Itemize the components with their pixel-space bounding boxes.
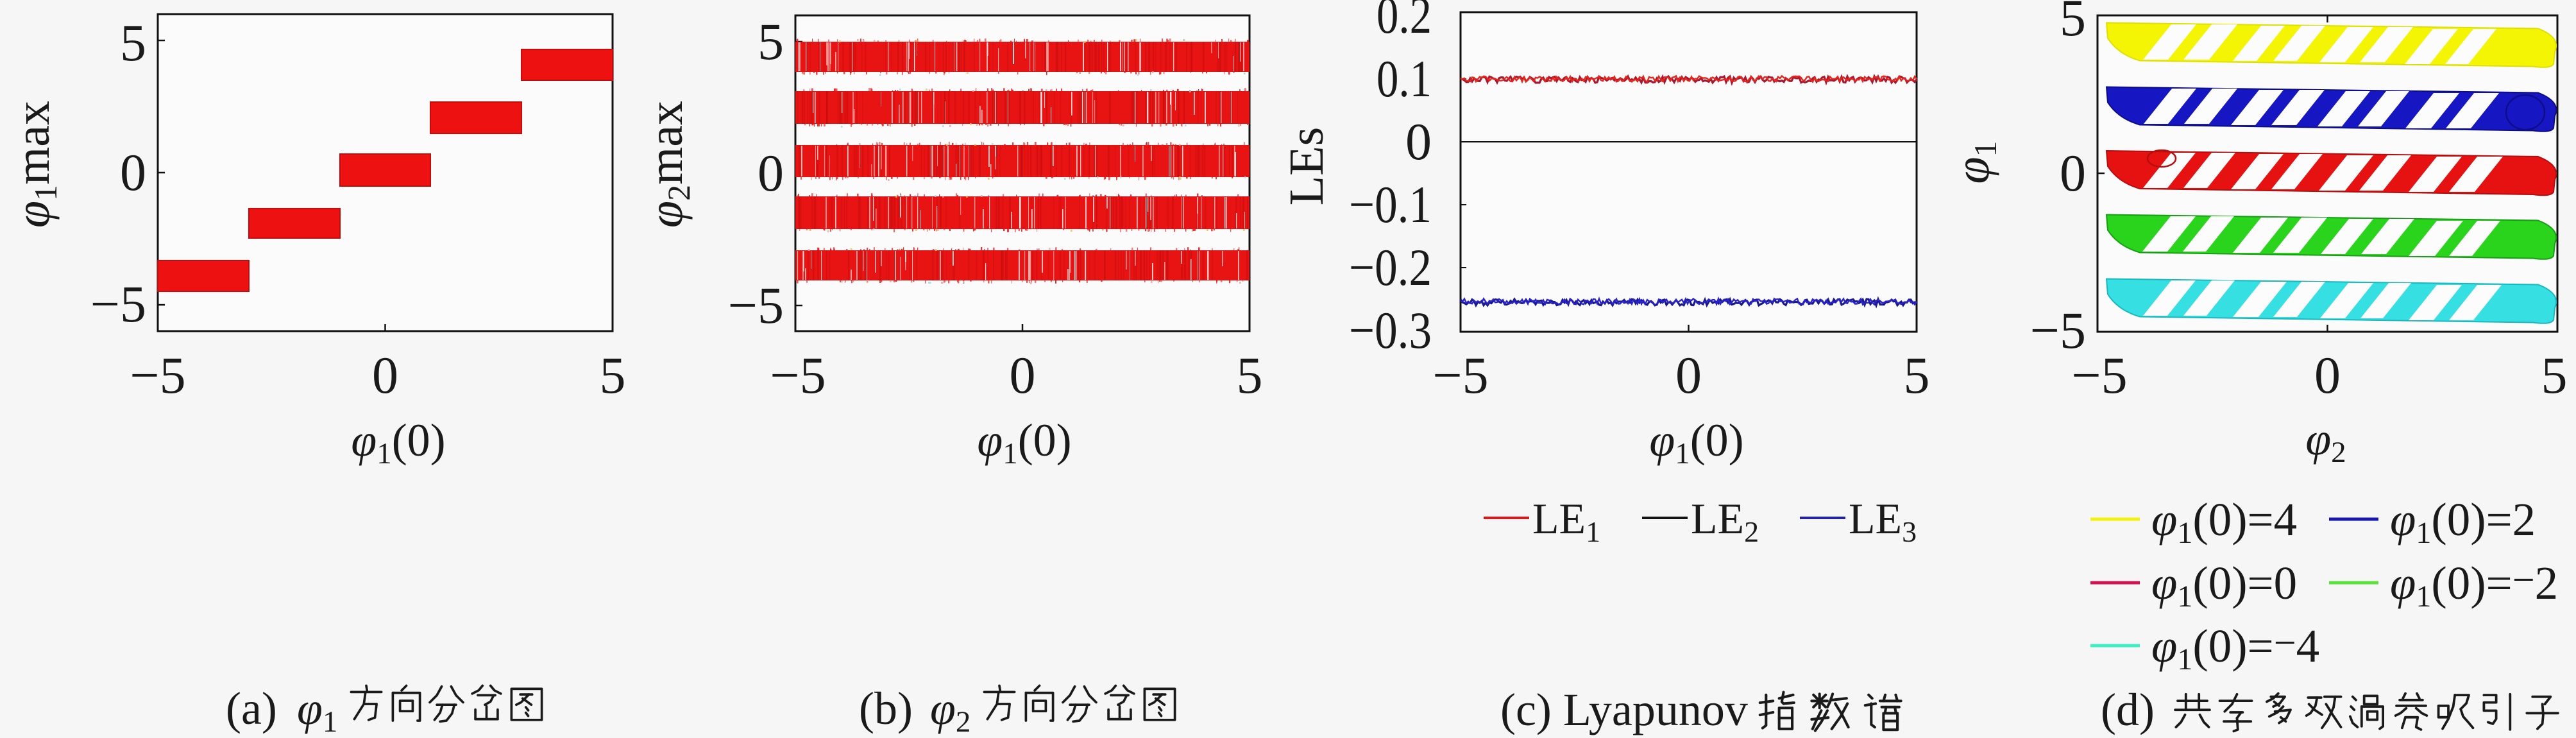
- svg-text:(d): (d): [2101, 684, 2155, 735]
- svg-text:5: 5: [120, 13, 146, 72]
- svg-text:0: 0: [758, 144, 784, 202]
- svg-text:φ1​(0)=−2: φ1​(0)=−2: [2390, 557, 2558, 614]
- svg-text:φ1​: φ1​: [1945, 141, 2003, 184]
- svg-text:−0.1: −0.1: [1349, 175, 1432, 234]
- svg-text:0.1: 0.1: [1377, 49, 1432, 108]
- svg-text:0: 0: [372, 346, 398, 404]
- svg-text:φ1​max: φ1​max: [6, 101, 64, 228]
- svg-text:0: 0: [1405, 112, 1432, 171]
- svg-text:0: 0: [2060, 144, 2086, 202]
- svg-text:5: 5: [1237, 346, 1263, 404]
- svg-text:LEs: LEs: [1280, 127, 1334, 205]
- svg-text:φ1​: φ1​: [297, 683, 337, 738]
- svg-text:LE3: LE3: [1849, 494, 1917, 548]
- svg-text:φ1​(0)=0: φ1​(0)=0: [2151, 557, 2297, 614]
- svg-text:5: 5: [2541, 346, 2568, 404]
- svg-text:φ2​: φ2​: [2305, 413, 2346, 469]
- svg-text:LE1: LE1: [1532, 494, 1600, 548]
- svg-text:0: 0: [1010, 346, 1036, 404]
- svg-text:−0.2: −0.2: [1349, 238, 1432, 296]
- svg-text:−5: −5: [2071, 346, 2127, 404]
- svg-text:−5: −5: [130, 346, 185, 404]
- svg-text:0: 0: [1675, 346, 1702, 404]
- svg-text:φ2​: φ2​: [930, 683, 970, 738]
- svg-text:φ1​(0)=2: φ1​(0)=2: [2390, 493, 2536, 550]
- svg-text:5: 5: [758, 12, 784, 71]
- svg-text:5: 5: [600, 346, 626, 404]
- svg-text:φ1​(0): φ1​(0): [1649, 415, 1743, 470]
- svg-text:(b): (b): [859, 683, 913, 734]
- svg-text:5: 5: [1904, 346, 1930, 404]
- svg-text:(a): (a): [226, 683, 277, 734]
- svg-text:φ1​(0)=4: φ1​(0)=4: [2151, 493, 2297, 550]
- svg-text:−5: −5: [728, 276, 784, 334]
- svg-text:−5: −5: [90, 275, 146, 333]
- svg-text:−5: −5: [2030, 301, 2086, 359]
- svg-text:LE2: LE2: [1691, 494, 1759, 548]
- svg-text:(c) Lyapunov: (c) Lyapunov: [1500, 684, 1748, 735]
- svg-text:φ2​max: φ2​max: [639, 101, 697, 228]
- svg-text:−5: −5: [770, 346, 826, 404]
- svg-text:φ1​(0): φ1​(0): [351, 415, 445, 470]
- svg-text:0: 0: [120, 143, 146, 202]
- svg-text:5: 5: [2060, 0, 2086, 47]
- svg-text:0.2: 0.2: [1377, 0, 1432, 44]
- svg-text:φ1​(0): φ1​(0): [977, 415, 1071, 470]
- svg-text:−0.3: −0.3: [1349, 301, 1432, 359]
- svg-text:−5: −5: [1432, 346, 1488, 404]
- svg-text:φ1​(0)=−4: φ1​(0)=−4: [2151, 620, 2319, 676]
- svg-text:0: 0: [2314, 346, 2341, 404]
